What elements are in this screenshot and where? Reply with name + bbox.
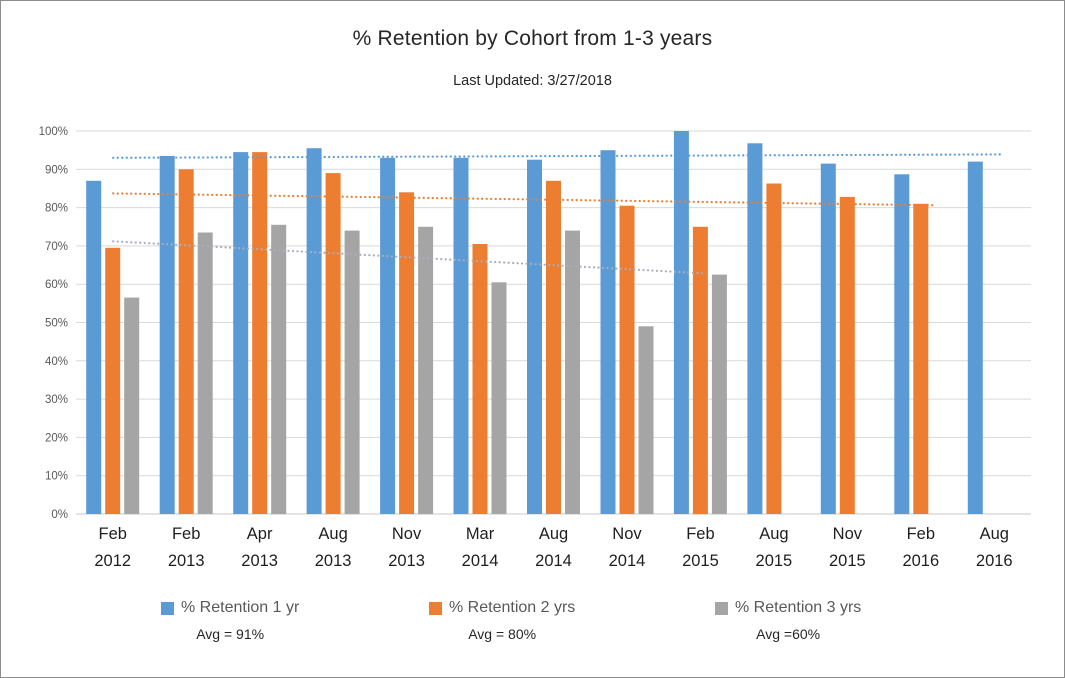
bar-series3-cat2: [197, 232, 213, 514]
x-axis-label-year: 2013: [168, 552, 205, 570]
legend-swatch-3yr: [715, 601, 728, 615]
y-axis-tick-label: 10%: [45, 471, 68, 483]
bar-series1-cat3: [233, 152, 249, 514]
chart-title: % Retention by Cohort from 1-3 years: [352, 27, 713, 50]
chart-subtitle: Last Updated: 3/27/2018: [453, 73, 612, 89]
bar-series1-cat12: [894, 174, 910, 515]
bar-series2-cat8: [619, 205, 635, 514]
y-axis-tick-label: 50%: [45, 318, 68, 330]
bar-series1-cat7: [527, 159, 542, 514]
x-axis-label-month: Nov: [392, 525, 422, 543]
legend-swatch-1yr: [161, 601, 174, 615]
y-axis-tick-label: 0%: [51, 509, 68, 521]
legend-avg-3yr: Avg =60%: [756, 626, 821, 642]
x-axis-label-year: 2016: [902, 552, 939, 570]
x-axis-label-month: Aug: [318, 525, 347, 543]
bar-series2-cat3: [252, 152, 268, 514]
bar-series1-cat4: [306, 148, 322, 514]
bar-series1-cat1: [86, 180, 102, 515]
bar-series2-cat12: [913, 203, 929, 515]
x-axis-label-year: 2015: [682, 552, 719, 570]
legend-label-3yr: % Retention 3 yrs: [735, 599, 862, 616]
x-axis-label-month: Aug: [539, 525, 568, 543]
bar-series2-cat4: [325, 173, 341, 514]
bar-series2-cat6: [472, 244, 488, 514]
legend-item-retention-3yr: % Retention 3 yrs Avg =60%: [715, 599, 861, 642]
x-axis-label-month: Nov: [612, 525, 642, 543]
bar-series3-cat1: [124, 297, 140, 514]
x-axis-label-year: 2015: [756, 552, 793, 570]
x-axis-label-month: Feb: [99, 525, 127, 543]
x-axis-label-year: 2012: [94, 552, 131, 570]
bar-series1-cat8: [600, 150, 616, 514]
x-axis-label-year: 2014: [535, 552, 572, 570]
x-axis-label-month: Nov: [833, 525, 863, 543]
bar-series1-cat10: [747, 143, 763, 515]
legend-label-2yr: % Retention 2 yrs: [449, 599, 576, 616]
bar-series1-cat5: [380, 157, 396, 515]
bar-series1-cat13: [967, 161, 983, 514]
legend-swatch-2yr: [429, 601, 442, 615]
y-axis-tick-label: 100%: [39, 126, 68, 138]
y-axis-tick-label: 70%: [45, 241, 68, 253]
bar-series1-cat9: [673, 131, 689, 514]
x-axis-label-month: Feb: [907, 525, 935, 543]
x-axis-label-year: 2014: [609, 552, 646, 570]
x-axis-label-year: 2016: [976, 552, 1013, 570]
x-axis-label-year: 2013: [388, 552, 425, 570]
bar-series1-cat11: [820, 163, 836, 514]
y-axis-tick-label: 90%: [45, 164, 68, 176]
y-axis-tick-label: 20%: [45, 432, 68, 444]
y-axis-tick-label: 60%: [45, 279, 68, 291]
bar-series3-cat6: [491, 282, 507, 514]
legend-avg-2yr: Avg = 80%: [468, 626, 537, 642]
bar-series2-cat1: [105, 247, 121, 515]
bar-series2-cat11: [839, 196, 855, 514]
legend-item-retention-2yr: % Retention 2 yrs Avg = 80%: [429, 599, 575, 642]
x-axis-label-year: 2014: [462, 552, 499, 570]
bar-series2-cat7: [546, 180, 561, 515]
bar-series3-cat5: [418, 226, 434, 515]
bar-series3-cat4: [344, 230, 360, 514]
bar-series1-cat6: [453, 157, 469, 515]
x-axis-label-month: Mar: [466, 525, 495, 543]
y-axis-tick-label: 40%: [45, 356, 68, 368]
bar-series3-cat8: [638, 326, 654, 514]
bar-series1-cat2: [159, 155, 175, 514]
bar-series3-cat3: [271, 224, 287, 515]
x-axis-label-month: Feb: [172, 525, 200, 543]
bar-series3-cat9: [711, 274, 727, 514]
x-axis-label-year: 2013: [241, 552, 278, 570]
bar-series2-cat2: [178, 169, 194, 515]
x-axis-label-month: Apr: [247, 525, 273, 543]
bar-series2-cat5: [399, 192, 415, 515]
x-axis-label-month: Feb: [686, 525, 714, 543]
x-axis-label-month: Aug: [980, 525, 1009, 543]
x-axis-label-year: 2013: [315, 552, 352, 570]
retention-1yr-trend: [112, 153, 1002, 159]
retention-3yr-trend: [112, 240, 708, 275]
bar-series2-cat9: [692, 226, 708, 515]
y-axis-tick-label: 80%: [45, 203, 68, 215]
legend-label-1yr: % Retention 1 yr: [181, 599, 300, 616]
bar-series2-cat10: [766, 183, 782, 514]
bar-series3-cat7: [565, 230, 580, 514]
y-axis-tick-label: 30%: [45, 394, 68, 406]
x-axis-label-month: Aug: [759, 525, 788, 543]
x-axis-label-year: 2015: [829, 552, 866, 570]
legend-avg-1yr: Avg = 91%: [196, 626, 265, 642]
legend-item-retention-1yr: % Retention 1 yr Avg = 91%: [161, 599, 299, 642]
